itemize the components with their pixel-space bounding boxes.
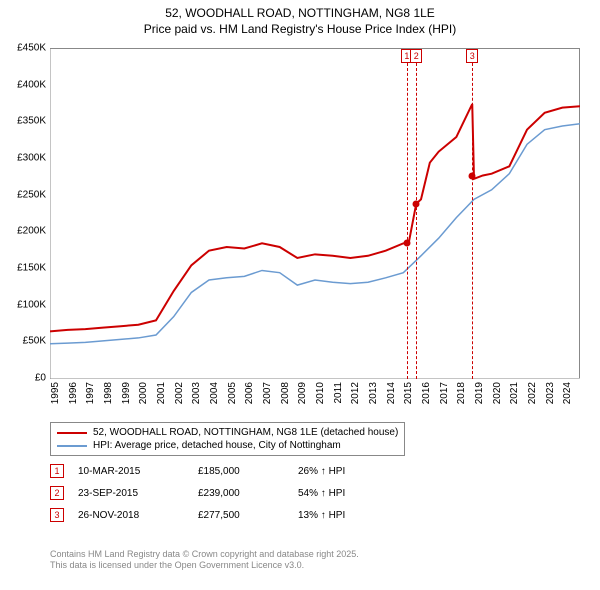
x-tick-label: 2006	[244, 382, 255, 404]
x-tick-label: 2008	[280, 382, 291, 404]
x-tick-label: 2011	[333, 382, 344, 404]
marker-line	[407, 63, 408, 379]
x-tick-label: 2014	[386, 382, 397, 404]
data-point-dot	[413, 200, 420, 207]
x-tick-label: 2015	[403, 382, 414, 404]
legend-swatch	[57, 432, 87, 434]
legend-label: 52, WOODHALL ROAD, NOTTINGHAM, NG8 1LE (…	[93, 426, 398, 439]
transaction-date: 26-NOV-2018	[78, 510, 198, 521]
x-tick-label: 1997	[85, 382, 96, 404]
chart-svg	[50, 49, 580, 379]
x-tick-label: 2009	[297, 382, 308, 404]
y-tick-label: £50K	[23, 336, 46, 347]
x-tick-label: 2003	[191, 382, 202, 404]
x-tick-label: 2016	[421, 382, 432, 404]
x-tick-label: 1995	[50, 382, 61, 404]
transaction-diff: 13% ↑ HPI	[298, 510, 345, 521]
x-tick-label: 2017	[439, 382, 450, 404]
footer-line2: This data is licensed under the Open Gov…	[50, 560, 359, 572]
y-tick-label: £350K	[17, 116, 46, 127]
transaction-table: 1 10-MAR-2015£185,00026% ↑ HPI 2 23-SEP-201…	[50, 462, 345, 528]
chart-container: 52, WOODHALL ROAD, NOTTINGHAM, NG8 1LE P…	[0, 0, 600, 590]
legend-row: HPI: Average price, detached house, City…	[57, 439, 398, 452]
x-tick-label: 1999	[121, 382, 132, 404]
x-tick-label: 2004	[209, 382, 220, 404]
transaction-row: 2 23-SEP-2015£239,00054% ↑ HPI	[50, 484, 345, 502]
y-axis: £0£50K£100K£150K£200K£250K£300K£350K£400…	[0, 48, 50, 378]
x-tick-label: 1998	[103, 382, 114, 404]
y-tick-label: £150K	[17, 263, 46, 274]
y-tick-label: £250K	[17, 189, 46, 200]
marker-box: 3	[466, 49, 478, 63]
x-tick-label: 2002	[174, 382, 185, 404]
x-tick-label: 2019	[474, 382, 485, 404]
x-tick-label: 2001	[156, 382, 167, 404]
x-tick-label: 1996	[68, 382, 79, 404]
x-tick-label: 2012	[350, 382, 361, 404]
legend-row: 52, WOODHALL ROAD, NOTTINGHAM, NG8 1LE (…	[57, 426, 398, 439]
data-point-dot	[403, 240, 410, 247]
chart-title: 52, WOODHALL ROAD, NOTTINGHAM, NG8 1LE P…	[0, 0, 600, 37]
x-tick-label: 2021	[509, 382, 520, 404]
legend: 52, WOODHALL ROAD, NOTTINGHAM, NG8 1LE (…	[50, 422, 405, 456]
transaction-date: 10-MAR-2015	[78, 466, 198, 477]
footer-line1: Contains HM Land Registry data © Crown c…	[50, 549, 359, 561]
x-tick-label: 2007	[262, 382, 273, 404]
x-tick-label: 2023	[545, 382, 556, 404]
legend-swatch	[57, 445, 87, 447]
x-axis: 1995 1996 1997 1998 1999 2000 2001 2002 2003 2004…	[50, 378, 580, 418]
title-line1: 52, WOODHALL ROAD, NOTTINGHAM, NG8 1LE	[0, 6, 600, 22]
series-price_paid	[50, 104, 580, 331]
x-tick-label: 2022	[527, 382, 538, 404]
transaction-date: 23-SEP-2015	[78, 488, 198, 499]
y-tick-label: £400K	[17, 79, 46, 90]
transaction-row: 1 10-MAR-2015£185,00026% ↑ HPI	[50, 462, 345, 480]
y-tick-label: £100K	[17, 299, 46, 310]
y-tick-label: £300K	[17, 153, 46, 164]
series-hpi	[50, 124, 580, 344]
x-tick-label: 2000	[138, 382, 149, 404]
transaction-price: £277,500	[198, 510, 298, 521]
x-tick-label: 2013	[368, 382, 379, 404]
title-line2: Price paid vs. HM Land Registry's House …	[0, 22, 600, 38]
transaction-price: £239,000	[198, 488, 298, 499]
x-tick-label: 2020	[492, 382, 503, 404]
x-tick-label: 2010	[315, 382, 326, 404]
plot-area: 123	[50, 48, 580, 378]
transaction-price: £185,000	[198, 466, 298, 477]
x-tick-label: 2005	[227, 382, 238, 404]
marker-line	[416, 63, 417, 379]
transaction-row: 3 26-NOV-2018£277,50013% ↑ HPI	[50, 506, 345, 524]
transaction-marker-box: 1	[50, 464, 64, 478]
transaction-diff: 26% ↑ HPI	[298, 466, 345, 477]
marker-line	[472, 63, 473, 379]
y-tick-label: £450K	[17, 43, 46, 54]
data-point-dot	[469, 172, 476, 179]
transaction-marker-box: 2	[50, 486, 64, 500]
marker-box: 2	[410, 49, 422, 63]
transaction-diff: 54% ↑ HPI	[298, 488, 345, 499]
y-tick-label: £0	[35, 373, 46, 384]
transaction-marker-box: 3	[50, 508, 64, 522]
x-tick-label: 2024	[562, 382, 573, 404]
footer-text: Contains HM Land Registry data © Crown c…	[50, 549, 359, 572]
legend-label: HPI: Average price, detached house, City…	[93, 439, 341, 452]
x-tick-label: 2018	[456, 382, 467, 404]
y-tick-label: £200K	[17, 226, 46, 237]
